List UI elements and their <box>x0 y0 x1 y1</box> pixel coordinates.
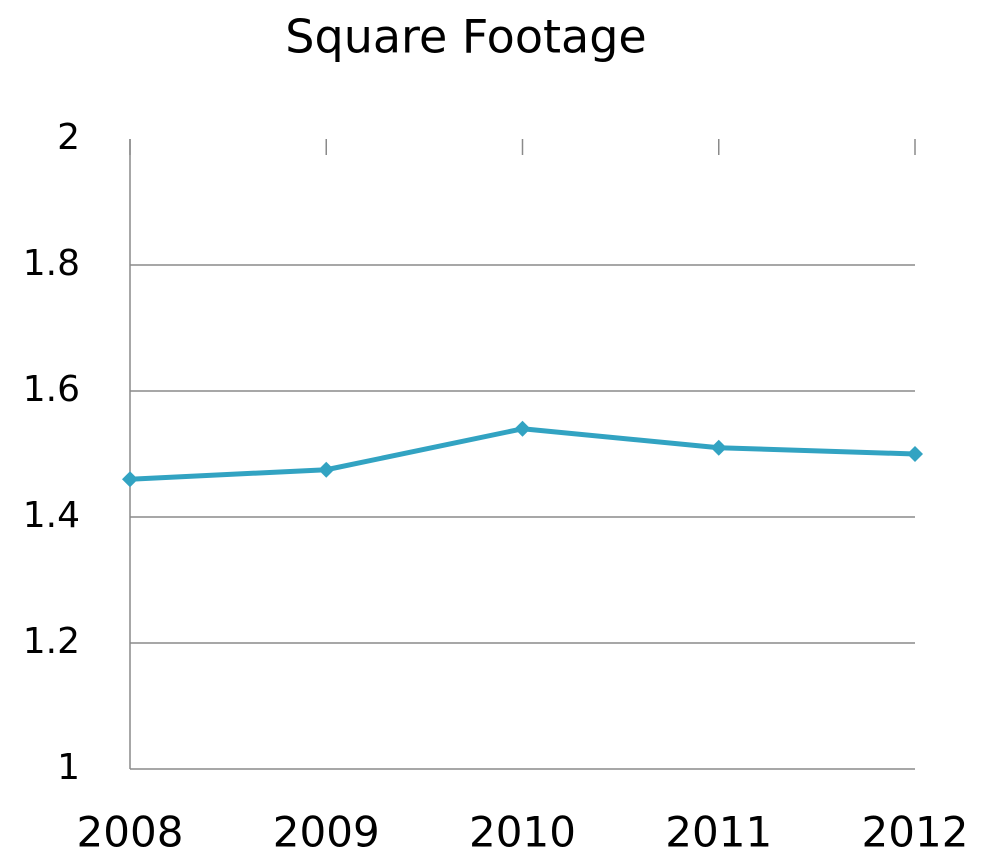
y-tick-label: 1 <box>57 747 80 788</box>
x-tick-label: 2011 <box>665 808 772 857</box>
x-tick-label: 2009 <box>273 808 380 857</box>
y-tick-label: 1.6 <box>23 369 80 410</box>
marker <box>907 446 923 462</box>
x-tick-label: 2010 <box>469 808 576 857</box>
y-tick-label: 1.8 <box>23 243 80 284</box>
y-tick-label: 1.4 <box>23 495 80 536</box>
marker <box>514 420 531 437</box>
x-tick-label: 2008 <box>77 808 184 857</box>
marker <box>318 461 335 478</box>
y-tick-label: 1.2 <box>23 621 80 662</box>
chart-title: Square Footage <box>285 10 646 64</box>
marker <box>710 439 727 456</box>
x-tick-label: 2012 <box>862 808 969 857</box>
marker <box>122 471 138 488</box>
y-tick-label: 2 <box>57 117 80 158</box>
